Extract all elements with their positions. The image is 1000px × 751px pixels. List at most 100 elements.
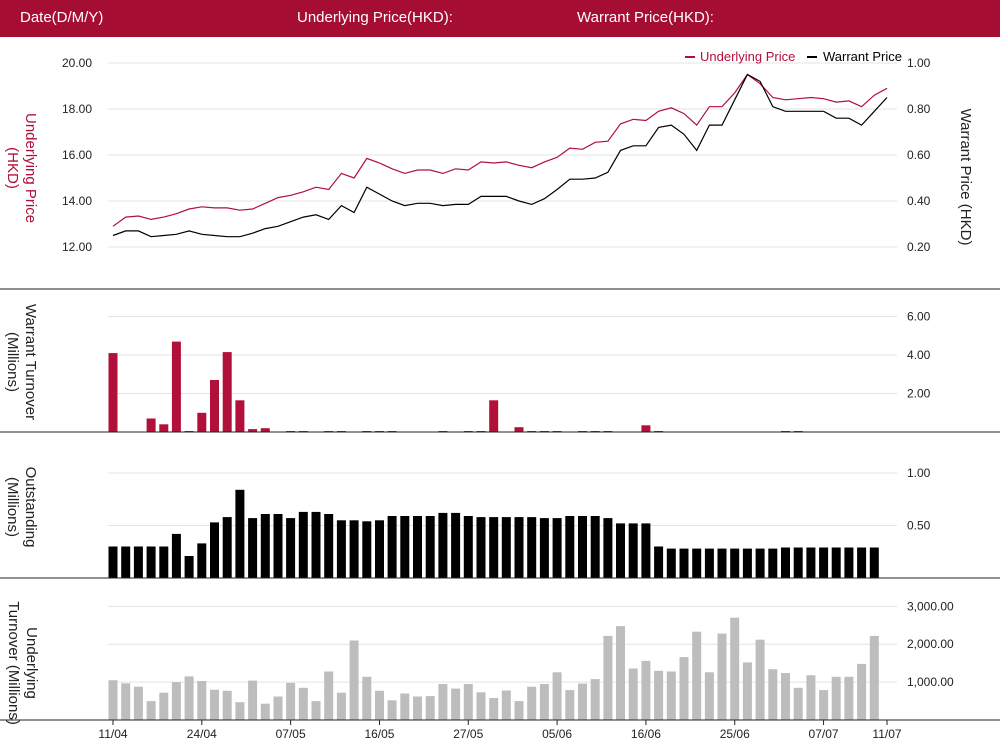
underlying-turnover-bar	[184, 676, 194, 720]
underlying-turnover-bar	[438, 684, 448, 720]
warrant-price-label: Warrant Price(HKD):	[577, 9, 714, 26]
warrant-turnover-bar	[171, 341, 181, 432]
underlying-turnover-bar	[819, 690, 829, 720]
outstanding-bar	[590, 516, 600, 578]
warrant-turnover-bar	[210, 380, 219, 432]
x-tick-label: 11/04	[98, 727, 127, 741]
underlying-turnover-bar	[552, 672, 562, 720]
outstanding-bar	[565, 516, 575, 578]
y-right-axis-title: Warrant Price (HKD)	[957, 109, 974, 246]
underlying-turnover-bar	[501, 690, 511, 720]
underlying-turnover-bar	[260, 703, 270, 720]
outstanding-bar	[603, 518, 613, 578]
x-tick-label: 07/05	[276, 727, 306, 741]
outstanding-bar	[768, 548, 778, 578]
outstanding-bar	[451, 512, 461, 578]
warrant-turnover-axis-title-line1: Warrant Turnover	[22, 304, 39, 420]
outstanding-bar	[666, 548, 676, 578]
y-right-tick-label: 1.00	[907, 56, 931, 70]
warrant-turnover-bar	[641, 425, 651, 432]
underlying-turnover-bar	[362, 676, 372, 720]
underlying-turnover-bar	[425, 696, 435, 720]
y-left-tick-label: 12.00	[62, 240, 92, 254]
underlying-turnover-bar	[539, 684, 549, 720]
underlying-turnover-bar	[108, 680, 118, 720]
underlying-turnover-bar	[248, 680, 258, 720]
y-left-tick-label: 20.00	[62, 56, 92, 70]
outstanding-bar	[311, 511, 321, 578]
y-right-tick-label: 1,000.00	[907, 675, 954, 689]
underlying-turnover-bar	[387, 700, 397, 720]
outstanding-bar	[476, 517, 486, 578]
underlying-turnover-bar	[781, 673, 790, 720]
y-right-tick-label: 0.50	[907, 519, 931, 533]
outstanding-bar	[616, 523, 625, 578]
warrant-turnover-bar	[514, 427, 524, 432]
outstanding-bar	[806, 547, 816, 578]
outstanding-bar	[336, 520, 346, 579]
outstanding-bar	[730, 548, 740, 578]
underlying-price-line	[112, 73, 888, 227]
warrant-turnover-bar	[159, 424, 169, 432]
warrant-turnover-bar	[108, 353, 118, 432]
outstanding-bar	[324, 514, 334, 578]
underlying-price-label: Underlying Price(HKD):	[297, 9, 453, 26]
outstanding-bar	[248, 518, 258, 578]
outstanding-bar	[463, 516, 473, 578]
underlying-turnover-bar	[831, 676, 841, 720]
outstanding-bar	[578, 516, 587, 578]
outstanding-bar	[552, 518, 562, 578]
outstanding-bar	[413, 516, 422, 578]
outstanding-bar	[857, 547, 867, 578]
underlying-turnover-bar	[210, 689, 219, 720]
y-left-tick-label: 18.00	[62, 102, 92, 116]
y-right-tick-label: 6.00	[907, 310, 931, 324]
underlying-turnover-bar	[489, 698, 499, 720]
underlying-turnover-bar	[222, 690, 232, 720]
warrant-turnover-bar	[235, 400, 245, 433]
outstanding-bar	[514, 517, 524, 578]
underlying-turnover-bar	[869, 635, 879, 720]
outstanding-bar	[260, 514, 270, 578]
x-tick-label: 16/06	[631, 727, 661, 741]
underlying-turnover-bar	[755, 639, 765, 720]
x-tick-label: 24/04	[187, 727, 217, 741]
warrant-turnover-bar	[260, 428, 270, 432]
y-left-tick-label: 16.00	[62, 148, 92, 162]
outstanding-bar	[273, 514, 283, 578]
underlying-turnover-bar	[286, 682, 296, 720]
underlying-turnover-bar	[476, 692, 486, 720]
underlying-turnover-bar	[590, 679, 600, 720]
underlying-turnover-bar	[400, 693, 410, 720]
warrant-turnover-bar	[222, 352, 232, 432]
underlying-turnover-bar	[742, 662, 752, 720]
underlying-turnover-bar	[451, 688, 461, 720]
warrant-turnover-bar	[146, 418, 156, 432]
outstanding-bar	[819, 547, 829, 578]
y-right-tick-label: 3,000.00	[907, 599, 954, 613]
outstanding-bar	[501, 517, 511, 578]
underlying-turnover-bar	[527, 686, 537, 720]
underlying-turnover-bar	[654, 670, 664, 720]
outstanding-bar	[146, 546, 156, 578]
outstanding-bar	[425, 516, 435, 578]
underlying-turnover-bar	[514, 701, 524, 720]
underlying-turnover-bar	[717, 633, 727, 720]
outstanding-bar	[717, 548, 727, 578]
outstanding-bar	[184, 556, 194, 578]
outstanding-bar	[235, 489, 245, 578]
outstanding-bar	[349, 520, 359, 579]
warrant-turnover-bar	[489, 400, 499, 433]
x-tick-label: 05/06	[542, 727, 572, 741]
underlying-turnover-bar	[273, 696, 283, 720]
underlying-turnover-bar	[171, 682, 181, 720]
underlying-turnover-bar	[121, 683, 131, 720]
outstanding-bar	[222, 517, 232, 578]
x-tick-label: 25/06	[720, 727, 750, 741]
underlying-turnover-bar	[704, 672, 714, 720]
underlying-turnover-bar	[311, 701, 321, 720]
underlying-turnover-bar	[349, 640, 359, 720]
underlying-turnover-bar	[844, 676, 854, 720]
outstanding-bar	[438, 512, 448, 578]
